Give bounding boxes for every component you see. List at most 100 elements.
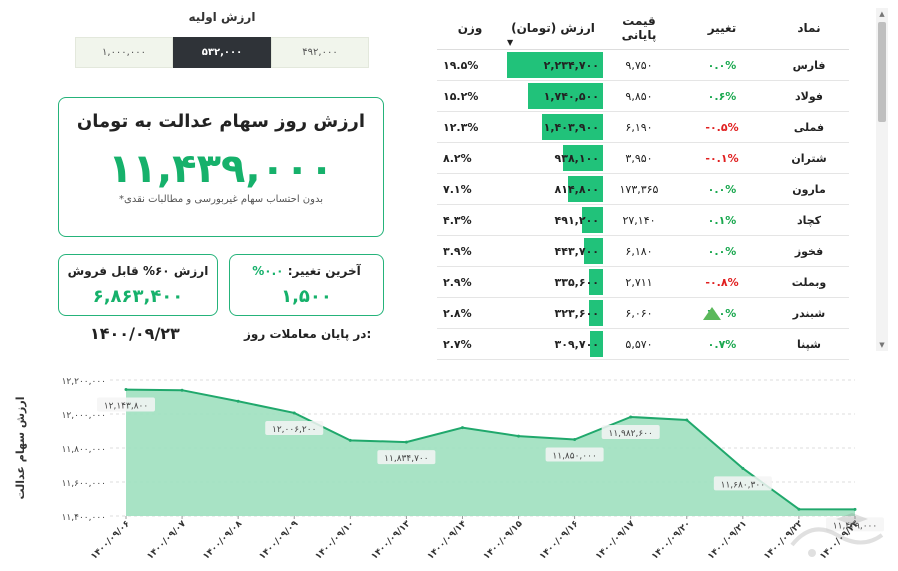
row-change: ۰.۶% (707, 89, 737, 103)
row-value-cell: ۴۴۳,۷۰۰ (503, 236, 603, 266)
data-point (853, 507, 857, 511)
sort-desc-icon: ▼ (507, 38, 514, 47)
last-change-amount: ۱,۵۰۰ (281, 286, 332, 307)
row-value: ۳۰۹,۷۰۰ (554, 337, 599, 351)
daily-value-title: ارزش روز سهام عدالت به تومان (76, 111, 366, 132)
data-label: ۱۱,۸۵۰,۰۰۰ (552, 452, 596, 462)
row-value-bar (528, 83, 603, 109)
table-scrollbar[interactable]: ▲ ▼ (876, 8, 888, 351)
initial-option-532000[interactable]: ۵۳۲,۰۰۰ (173, 37, 271, 68)
x-tick-label: ۱۴۰۰/۰۹/۰۹ (258, 519, 301, 562)
table-row[interactable]: ۱۹.۵% ۲,۲۳۴,۷۰۰ ۹,۷۵۰ ۰.۰% فارس (437, 50, 849, 81)
table-header: وزن ارزش (تومان) قیمت پایانی تغییر نماد … (437, 6, 849, 50)
x-tick-label: ۱۴۰۰/۰۹/۱۶ (538, 519, 581, 562)
table-body: ۱۹.۵% ۲,۲۳۴,۷۰۰ ۹,۷۵۰ ۰.۰% فارس ۱۵.۲% ۱,۷۴۰,۵۰… (437, 50, 849, 360)
header-weight[interactable]: وزن (457, 20, 483, 35)
table-row[interactable]: ۲.۷% ۳۰۹,۷۰۰ ۵,۵۷۰ ۰.۷% شپنا (437, 329, 849, 360)
row-change: ۰.۰% (707, 182, 737, 196)
data-label-box (545, 447, 604, 462)
row-weight: ۲.۹% (443, 275, 472, 289)
row-price: ۶,۰۶۰ (625, 306, 653, 320)
table-row[interactable]: ۲.۹% ۳۳۵,۶۰۰ ۲,۷۱۱ -۰.۸% وبملت (437, 267, 849, 298)
row-price: ۳,۹۵۰ (625, 151, 653, 165)
row-symbol[interactable]: وبملت (791, 275, 827, 289)
row-symbol[interactable]: فملی (793, 120, 825, 134)
row-symbol[interactable]: شپنا (797, 337, 821, 351)
row-value-bar (507, 52, 603, 78)
table-row[interactable]: ۳.۹% ۴۴۳,۷۰۰ ۶,۱۸۰ ۰.۰% فخوز (437, 236, 849, 267)
row-symbol[interactable]: فخوز (794, 244, 824, 258)
row-symbol[interactable]: شبندر (792, 306, 826, 320)
row-value-cell: ۳۰۹,۷۰۰ (503, 329, 603, 359)
trading-date: ۱۴۰۰/۰۹/۲۳ (90, 324, 180, 343)
table-row[interactable]: ۲.۸% ۳۲۳,۶۰۰ ۶,۰۶۰ ۲.۰% شبندر (437, 298, 849, 329)
scroll-thumb[interactable] (878, 22, 886, 122)
row-change: ۰.۱% (707, 213, 737, 227)
data-point (685, 418, 689, 422)
row-symbol[interactable]: کچاد (796, 213, 822, 227)
row-change: ۰.۰% (707, 58, 737, 72)
row-weight: ۲.۷% (443, 337, 472, 351)
scroll-up-icon[interactable]: ▲ (879, 10, 885, 18)
row-value-cell: ۹۳۸,۱۰۰ (503, 143, 603, 173)
header-change[interactable]: تغییر (707, 20, 737, 35)
daily-value-card: ارزش روز سهام عدالت به تومان ۱۱,۴۳۹,۰۰۰ … (58, 97, 384, 237)
data-point (180, 388, 184, 392)
row-price: ۲۷,۱۴۰ (622, 213, 656, 227)
table-row[interactable]: ۱۲.۳% ۱,۴۰۳,۹۰۰ ۶,۱۹۰ -۰.۵% فملی (437, 112, 849, 143)
initial-option-492000[interactable]: ۴۹۲,۰۰۰ (271, 37, 369, 68)
row-weight: ۱۲.۳% (443, 120, 479, 134)
y-tick-label: ۱۲,۰۰۰,۰۰۰ (62, 411, 106, 421)
row-value-cell: ۳۲۳,۶۰۰ (503, 298, 603, 328)
row-weight: ۴.۳% (443, 213, 472, 227)
y-tick-label: ۱۱,۴۰۰,۰۰۰ (62, 513, 106, 523)
header-value[interactable]: ارزش (تومان) (503, 6, 603, 49)
data-point (741, 466, 745, 470)
row-value-cell: ۳۳۵,۶۰۰ (503, 267, 603, 297)
row-symbol[interactable]: شتران (791, 151, 827, 165)
x-tick-label: ۱۴۰۰/۰۹/۰۸ (201, 519, 244, 562)
sellable-value-card: ارزش ۶۰% قابل فروش ۶,۸۶۳,۴۰۰ (58, 254, 218, 316)
row-value: ۴۴۳,۷۰۰ (554, 244, 599, 258)
row-weight: ۸.۲% (443, 151, 472, 165)
data-point (292, 411, 296, 415)
row-symbol[interactable]: مارون (792, 182, 826, 196)
row-weight: ۳.۹% (443, 244, 472, 258)
y-axis-label: ارزش سهام عدالت (14, 397, 27, 500)
row-symbol[interactable]: فارس (792, 58, 826, 72)
table-row[interactable]: ۴.۳% ۴۹۱,۲۰۰ ۲۷,۱۴۰ ۰.۱% کچاد (437, 205, 849, 236)
row-value: ۸۱۴,۸۰۰ (554, 182, 599, 196)
x-tick-label: ۱۴۰۰/۰۹/۱۳ (370, 519, 413, 562)
last-change-card: آخرین تغییر: ۰.۰% ۱,۵۰۰ (229, 254, 384, 316)
header-symbol[interactable]: نماد (797, 20, 821, 35)
y-tick-label: ۱۱,۶۰۰,۰۰۰ (62, 479, 106, 489)
row-value: ۱,۴۰۳,۹۰۰ (543, 120, 599, 134)
sellable-value-label: ارزش ۶۰% قابل فروش (67, 264, 209, 278)
daily-value-note: *بدون احتساب سهام غیربورسی و مطالبات نقد… (119, 194, 323, 205)
row-symbol[interactable]: فولاد (795, 89, 823, 103)
data-point (629, 415, 633, 419)
last-change-percent: ۰.۰% (252, 264, 284, 278)
header-price[interactable]: قیمت پایانی (621, 13, 657, 42)
data-point (348, 438, 352, 442)
sellable-value-amount: ۶,۸۶۳,۴۰۰ (92, 286, 184, 307)
row-change: -۰.۵% (705, 120, 739, 134)
row-value: ۴۹۱,۲۰۰ (554, 213, 599, 227)
scroll-down-icon[interactable]: ▼ (879, 341, 885, 349)
row-price: ۹,۸۵۰ (625, 89, 653, 103)
data-point (460, 426, 464, 430)
row-weight: ۷.۱% (443, 182, 472, 196)
table-row[interactable]: ۱۵.۲% ۱,۷۴۰,۵۰۰ ۹,۸۵۰ ۰.۶% فولاد (437, 81, 849, 112)
row-value-cell: ۸۱۴,۸۰۰ (503, 174, 603, 204)
data-label-box (377, 450, 436, 465)
initial-option-1000000[interactable]: ۱,۰۰۰,۰۰۰ (75, 37, 173, 68)
data-label: ۱۱,۴۳۹,۰۰۰ (833, 521, 877, 531)
data-label-box (713, 476, 772, 491)
table-row[interactable]: ۸.۲% ۹۳۸,۱۰۰ ۳,۹۵۰ -۰.۱% شتران (437, 143, 849, 174)
table-row[interactable]: ۷.۱% ۸۱۴,۸۰۰ ۱۷۳,۳۶۵ ۰.۰% مارون (437, 174, 849, 205)
initial-value-selector: ۱,۰۰۰,۰۰۰ ۵۳۲,۰۰۰ ۴۹۲,۰۰۰ (75, 37, 369, 68)
row-value-bar (542, 114, 603, 140)
x-tick-label: ۱۴۰۰/۰۹/۲۰ (650, 519, 693, 562)
row-price: ۲,۷۱۱ (625, 275, 653, 289)
row-value-cell: ۴۹۱,۲۰۰ (503, 205, 603, 235)
